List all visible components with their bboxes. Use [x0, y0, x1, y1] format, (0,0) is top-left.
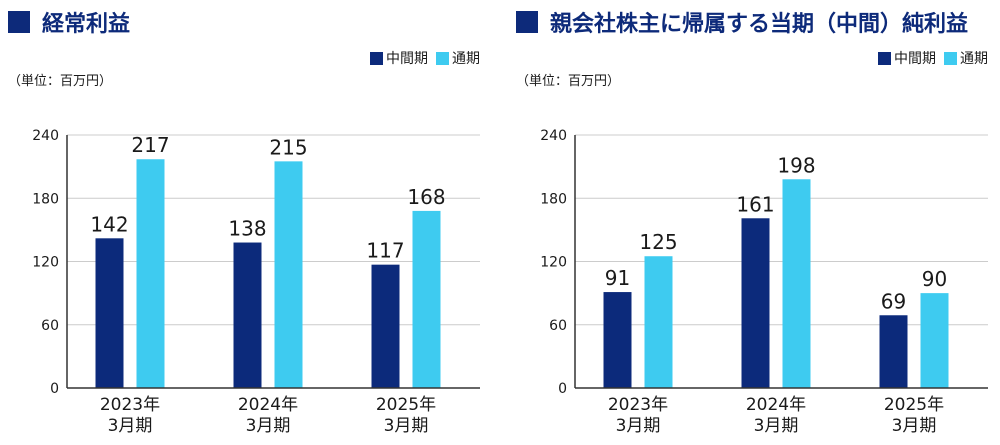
data-label: 142 — [90, 212, 128, 236]
data-label: 217 — [131, 133, 169, 157]
chart-title-row: 経常利益 — [8, 6, 130, 38]
bar-full-year — [920, 293, 949, 388]
bar-interim — [95, 238, 124, 388]
legend-label-full-year: 通期 — [960, 51, 988, 67]
bar-full-year — [136, 159, 165, 388]
legend-swatch-full-year — [436, 51, 449, 65]
bar-full-year — [644, 256, 673, 388]
chart-title: 経常利益 — [42, 12, 131, 37]
x-category-label: 2024年 — [746, 395, 806, 415]
unit-label: （単位：百万円） — [516, 74, 621, 89]
y-tick-label: 120 — [32, 255, 59, 271]
x-category-label: 3月期 — [892, 416, 937, 436]
legend-item-interim: 中間期 — [878, 48, 936, 68]
x-category-label: 3月期 — [754, 416, 799, 436]
y-tick-label: 180 — [540, 191, 567, 207]
chart-title-row: 親会社株主に帰属する当期（中間）純利益 — [516, 6, 968, 38]
data-label: 215 — [269, 135, 307, 159]
x-category-label: 2023年 — [100, 395, 160, 415]
data-label: 138 — [228, 217, 266, 241]
bar-interim — [603, 292, 632, 388]
x-category-label: 2023年 — [608, 395, 668, 415]
unit-label: （単位：百万円） — [8, 74, 113, 89]
legend-label-full-year: 通期 — [452, 51, 480, 67]
title-square-icon — [516, 11, 538, 33]
chart-panel-net-income: 親会社株主に帰属する当期（中間）純利益 中間期 通期 （単位：百万円） 0 60 1… — [508, 0, 998, 445]
legend-item-full-year: 通期 — [944, 48, 988, 68]
data-label: 91 — [605, 266, 630, 290]
y-tick-label: 0 — [50, 381, 59, 397]
legend-swatch-full-year — [944, 51, 957, 65]
chart-title: 親会社株主に帰属する当期（中間）純利益 — [550, 12, 969, 37]
bar-full-year — [412, 210, 441, 388]
data-label: 198 — [777, 153, 815, 177]
y-tick-label: 120 — [540, 255, 567, 271]
x-category-label: 2025年 — [376, 395, 436, 415]
x-category-label: 3月期 — [246, 416, 291, 436]
y-tick-label: 60 — [41, 318, 59, 334]
data-label: 90 — [922, 267, 947, 291]
y-tick-label: 0 — [558, 381, 567, 397]
bar-full-year — [782, 179, 811, 388]
x-category-label: 3月期 — [616, 416, 661, 436]
data-label: 125 — [639, 230, 677, 254]
y-tick-label: 240 — [540, 128, 567, 144]
chart-legend: 中間期 通期 — [362, 48, 480, 68]
legend-label-interim: 中間期 — [894, 51, 936, 67]
bar-full-year — [274, 161, 303, 388]
data-label: 161 — [736, 192, 774, 216]
legend-swatch-interim — [878, 51, 891, 65]
legend-item-interim: 中間期 — [370, 48, 428, 68]
x-category-label: 3月期 — [108, 416, 153, 436]
legend-item-full-year: 通期 — [436, 48, 480, 68]
bar-chart-net-income: 0601201802409116169125198902023年3月期2024年… — [540, 128, 988, 436]
legend-swatch-interim — [370, 51, 383, 65]
y-tick-label: 180 — [32, 191, 59, 207]
data-label: 69 — [881, 289, 906, 313]
data-label: 168 — [407, 185, 445, 209]
title-square-icon — [8, 11, 30, 33]
bar-interim — [233, 242, 262, 388]
y-tick-label: 60 — [549, 318, 567, 334]
chart-panel-ordinary-profit: 経常利益 中間期 通期 （単位：百万円） 0 60 120 180 240 142 138 1… — [0, 0, 490, 445]
bar-interim — [741, 218, 770, 388]
chart-legend: 中間期 通期 — [870, 48, 988, 68]
x-category-label: 3月期 — [384, 416, 429, 436]
bar-interim — [879, 315, 908, 388]
data-label: 117 — [366, 239, 404, 263]
x-category-label: 2024年 — [238, 395, 298, 415]
bar-interim — [371, 264, 400, 388]
y-tick-label: 240 — [32, 128, 59, 144]
legend-label-interim: 中間期 — [386, 51, 428, 67]
x-category-label: 2025年 — [884, 395, 944, 415]
